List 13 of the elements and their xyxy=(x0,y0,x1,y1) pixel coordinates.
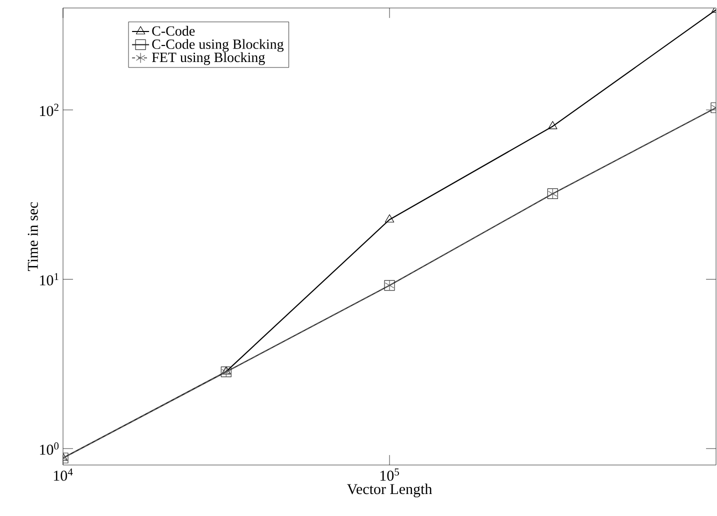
point xyxy=(384,214,394,222)
x-tick-label: 10$^{4}$ xyxy=(54,468,73,481)
legend-label: C-Code xyxy=(152,26,195,36)
legend-label: FET using Blocking xyxy=(152,52,265,65)
x-tick-label: 10$^{5}$ xyxy=(380,468,399,481)
y-tick-label: 10$^{2}$ xyxy=(40,104,58,116)
y-tick-label: 10$^{1}$ xyxy=(40,273,58,286)
y-axis-title: Time in sec xyxy=(28,202,38,271)
point xyxy=(548,121,558,130)
point xyxy=(222,366,231,374)
legend-label: C-Code using Blocking xyxy=(152,39,284,52)
x-axis-title: Vector Length xyxy=(347,484,432,498)
y-tick-label: 10$^{0}$ xyxy=(40,442,59,455)
